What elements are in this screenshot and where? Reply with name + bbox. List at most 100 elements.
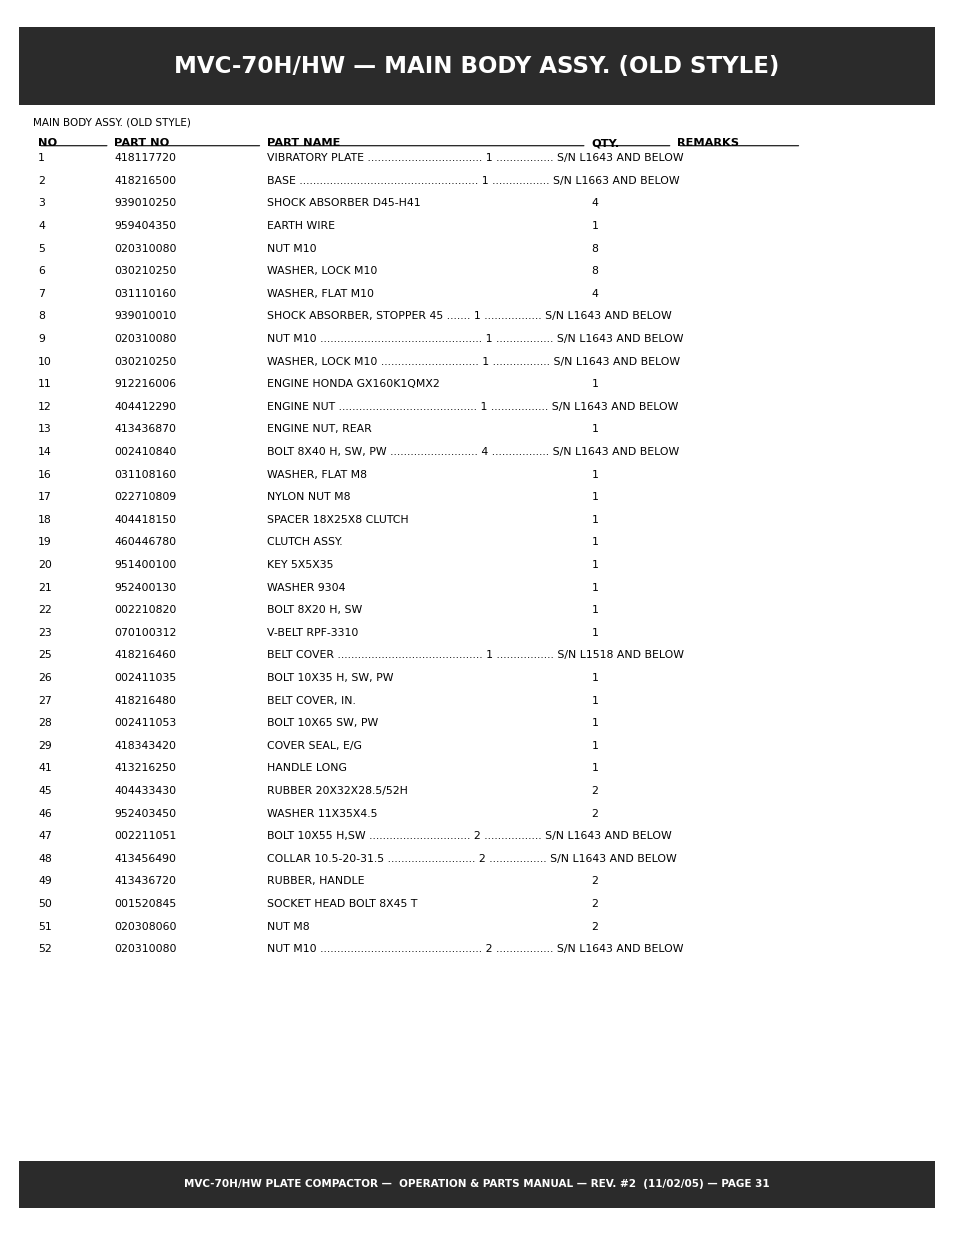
Text: RUBBER, HANDLE: RUBBER, HANDLE <box>267 877 364 887</box>
Text: PART NO: PART NO <box>114 138 170 148</box>
Text: 404433430: 404433430 <box>114 785 176 795</box>
Text: WASHER, LOCK M10: WASHER, LOCK M10 <box>267 267 377 277</box>
Text: 2: 2 <box>591 899 598 909</box>
Text: 46: 46 <box>38 809 51 819</box>
Text: WASHER, LOCK M10 ............................. 1 ................. S/N L1643 AND: WASHER, LOCK M10 .......................… <box>267 357 679 367</box>
Text: PART NAME: PART NAME <box>267 138 340 148</box>
Text: 404418150: 404418150 <box>114 515 176 525</box>
Text: 418343420: 418343420 <box>114 741 176 751</box>
Text: ENGINE NUT ......................................... 1 ................. S/N L16: ENGINE NUT .............................… <box>267 401 678 411</box>
Text: WASHER, FLAT M10: WASHER, FLAT M10 <box>267 289 374 299</box>
Text: NUT M8: NUT M8 <box>267 921 310 931</box>
Text: NUT M10 ................................................ 1 ................. S/N: NUT M10 ................................… <box>267 333 683 343</box>
Text: 12: 12 <box>38 401 51 411</box>
Text: SOCKET HEAD BOLT 8X45 T: SOCKET HEAD BOLT 8X45 T <box>267 899 417 909</box>
Text: SHOCK ABSORBER, STOPPER 45 ....... 1 ................. S/N L1643 AND BELOW: SHOCK ABSORBER, STOPPER 45 ....... 1 ...… <box>267 311 671 321</box>
Text: 22: 22 <box>38 605 51 615</box>
Text: BELT COVER ........................................... 1 ................. S/N L: BELT COVER .............................… <box>267 651 683 661</box>
Text: 952400130: 952400130 <box>114 583 176 593</box>
Bar <box>19 27 934 105</box>
Text: WASHER 9304: WASHER 9304 <box>267 583 345 593</box>
Text: 1: 1 <box>591 695 598 705</box>
Text: 030210250: 030210250 <box>114 357 176 367</box>
Text: 2: 2 <box>591 809 598 819</box>
Text: MAIN BODY ASSY. (OLD STYLE): MAIN BODY ASSY. (OLD STYLE) <box>33 117 191 127</box>
Text: 16: 16 <box>38 469 51 479</box>
Text: 952403450: 952403450 <box>114 809 176 819</box>
Text: 9: 9 <box>38 333 45 343</box>
Text: 959404350: 959404350 <box>114 221 176 231</box>
Text: BOLT 10X65 SW, PW: BOLT 10X65 SW, PW <box>267 719 378 729</box>
Text: BOLT 10X55 H,SW .............................. 2 ................. S/N L1643 AND: BOLT 10X55 H,SW ........................… <box>267 831 671 841</box>
Text: 413456490: 413456490 <box>114 853 176 863</box>
Text: 070100312: 070100312 <box>114 627 176 637</box>
Text: 48: 48 <box>38 853 51 863</box>
Text: NUT M10: NUT M10 <box>267 243 316 253</box>
Text: QTY.: QTY. <box>591 138 619 148</box>
Text: BELT COVER, IN.: BELT COVER, IN. <box>267 695 355 705</box>
Text: 45: 45 <box>38 785 51 795</box>
Text: 1: 1 <box>591 537 598 547</box>
Text: 020310080: 020310080 <box>114 243 177 253</box>
Text: RUBBER 20X32X28.5/52H: RUBBER 20X32X28.5/52H <box>267 785 408 795</box>
Bar <box>19 1161 934 1208</box>
Text: 49: 49 <box>38 877 51 887</box>
Text: NYLON NUT M8: NYLON NUT M8 <box>267 493 351 503</box>
Text: 17: 17 <box>38 493 51 503</box>
Text: NO: NO <box>38 138 57 148</box>
Text: 912216006: 912216006 <box>114 379 176 389</box>
Text: 2: 2 <box>591 877 598 887</box>
Text: 28: 28 <box>38 719 51 729</box>
Text: 6: 6 <box>38 267 45 277</box>
Text: 020310080: 020310080 <box>114 944 177 955</box>
Text: 418117720: 418117720 <box>114 153 176 163</box>
Text: 1: 1 <box>591 741 598 751</box>
Text: 022710809: 022710809 <box>114 493 176 503</box>
Text: 030210250: 030210250 <box>114 267 176 277</box>
Text: 031110160: 031110160 <box>114 289 176 299</box>
Text: ENGINE HONDA GX160K1QMX2: ENGINE HONDA GX160K1QMX2 <box>267 379 439 389</box>
Text: 1: 1 <box>591 583 598 593</box>
Text: 1: 1 <box>591 763 598 773</box>
Text: 52: 52 <box>38 944 51 955</box>
Text: 41: 41 <box>38 763 51 773</box>
Text: 7: 7 <box>38 289 45 299</box>
Text: 1: 1 <box>591 493 598 503</box>
Text: 8: 8 <box>38 311 45 321</box>
Text: CLUTCH ASSY.: CLUTCH ASSY. <box>267 537 342 547</box>
Text: 51: 51 <box>38 921 51 931</box>
Text: 002211051: 002211051 <box>114 831 176 841</box>
Text: VIBRATORY PLATE .................................. 1 ................. S/N L1643: VIBRATORY PLATE ........................… <box>267 153 683 163</box>
Text: BOLT 8X20 H, SW: BOLT 8X20 H, SW <box>267 605 362 615</box>
Text: 002411035: 002411035 <box>114 673 176 683</box>
Text: 2: 2 <box>591 921 598 931</box>
Text: 1: 1 <box>591 673 598 683</box>
Text: 413436870: 413436870 <box>114 425 176 435</box>
Text: 413436720: 413436720 <box>114 877 176 887</box>
Text: 11: 11 <box>38 379 51 389</box>
Text: 1: 1 <box>591 425 598 435</box>
Text: REMARKS: REMARKS <box>677 138 739 148</box>
Text: 20: 20 <box>38 559 52 569</box>
Text: 418216500: 418216500 <box>114 175 176 185</box>
Text: 4: 4 <box>38 221 45 231</box>
Text: 29: 29 <box>38 741 51 751</box>
Text: 002210820: 002210820 <box>114 605 176 615</box>
Text: MVC-70H/HW PLATE COMPACTOR —  OPERATION & PARTS MANUAL — REV. #2  (11/02/05) — P: MVC-70H/HW PLATE COMPACTOR — OPERATION &… <box>184 1179 769 1189</box>
Text: 1: 1 <box>591 559 598 569</box>
Text: 18: 18 <box>38 515 51 525</box>
Text: 2: 2 <box>38 175 45 185</box>
Text: COVER SEAL, E/G: COVER SEAL, E/G <box>267 741 361 751</box>
Text: 26: 26 <box>38 673 51 683</box>
Text: 031108160: 031108160 <box>114 469 176 479</box>
Text: 27: 27 <box>38 695 51 705</box>
Text: 23: 23 <box>38 627 51 637</box>
Text: 10: 10 <box>38 357 52 367</box>
Text: 404412290: 404412290 <box>114 401 176 411</box>
Text: MVC-70H/HW — MAIN BODY ASSY. (OLD STYLE): MVC-70H/HW — MAIN BODY ASSY. (OLD STYLE) <box>174 54 779 78</box>
Text: NUT M10 ................................................ 2 ................. S/N: NUT M10 ................................… <box>267 944 683 955</box>
Text: 1: 1 <box>591 379 598 389</box>
Text: 1: 1 <box>591 221 598 231</box>
Text: 001520845: 001520845 <box>114 899 176 909</box>
Text: WASHER, FLAT M8: WASHER, FLAT M8 <box>267 469 367 479</box>
